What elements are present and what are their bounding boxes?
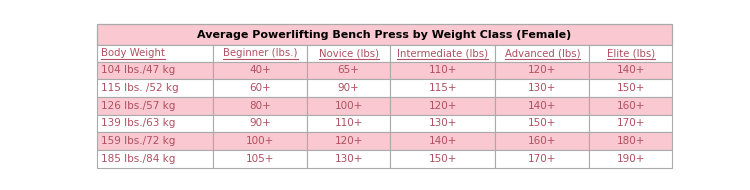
Text: 60+: 60+ — [250, 83, 272, 93]
Text: 130+: 130+ — [334, 154, 363, 164]
Text: 180+: 180+ — [616, 136, 645, 146]
Bar — [213, 97, 308, 115]
Bar — [590, 132, 672, 150]
Bar — [97, 150, 213, 168]
Text: 140+: 140+ — [428, 136, 457, 146]
Text: 40+: 40+ — [250, 65, 272, 75]
Text: 130+: 130+ — [428, 118, 457, 128]
Bar — [213, 132, 308, 150]
Bar — [213, 150, 308, 168]
Text: Advanced (lbs): Advanced (lbs) — [505, 48, 580, 58]
Bar — [97, 79, 213, 97]
Bar — [495, 45, 590, 62]
Text: 130+: 130+ — [528, 83, 556, 93]
Bar — [308, 79, 390, 97]
Text: 100+: 100+ — [334, 101, 363, 111]
Bar — [495, 62, 590, 79]
Text: 65+: 65+ — [338, 65, 359, 75]
Bar — [97, 45, 213, 62]
Text: Beginner (lbs.): Beginner (lbs.) — [223, 48, 298, 58]
Text: 150+: 150+ — [616, 83, 645, 93]
Bar — [590, 97, 672, 115]
Text: 110+: 110+ — [428, 65, 457, 75]
Bar — [213, 62, 308, 79]
Text: 170+: 170+ — [616, 118, 645, 128]
Text: 160+: 160+ — [528, 136, 556, 146]
Bar — [97, 24, 672, 45]
Text: 190+: 190+ — [616, 154, 645, 164]
Bar — [97, 97, 213, 115]
Bar — [308, 62, 390, 79]
Text: 126 lbs./57 kg: 126 lbs./57 kg — [101, 101, 176, 111]
Bar — [308, 45, 390, 62]
Text: 80+: 80+ — [250, 101, 272, 111]
Bar — [390, 45, 495, 62]
Bar — [97, 132, 213, 150]
Text: 140+: 140+ — [528, 101, 556, 111]
Bar — [590, 150, 672, 168]
Text: 120+: 120+ — [528, 65, 556, 75]
Text: 90+: 90+ — [250, 118, 272, 128]
Text: 150+: 150+ — [528, 118, 556, 128]
Bar — [213, 79, 308, 97]
Bar — [495, 97, 590, 115]
Text: 115+: 115+ — [428, 83, 457, 93]
Text: 140+: 140+ — [616, 65, 645, 75]
Bar — [495, 79, 590, 97]
Bar — [590, 115, 672, 132]
Text: 110+: 110+ — [334, 118, 363, 128]
Text: 115 lbs. /52 kg: 115 lbs. /52 kg — [101, 83, 179, 93]
Text: 159 lbs./72 kg: 159 lbs./72 kg — [101, 136, 176, 146]
Text: 185 lbs./84 kg: 185 lbs./84 kg — [101, 154, 176, 164]
Bar — [308, 150, 390, 168]
Bar — [495, 115, 590, 132]
Bar — [97, 62, 213, 79]
Text: 120+: 120+ — [428, 101, 457, 111]
Bar — [390, 62, 495, 79]
Bar — [590, 79, 672, 97]
Text: 90+: 90+ — [338, 83, 359, 93]
Text: 120+: 120+ — [334, 136, 363, 146]
Text: 100+: 100+ — [246, 136, 274, 146]
Bar — [213, 45, 308, 62]
Bar — [390, 132, 495, 150]
Bar — [97, 115, 213, 132]
Text: Intermediate (lbs): Intermediate (lbs) — [397, 48, 488, 58]
Text: Novice (lbs): Novice (lbs) — [319, 48, 379, 58]
Text: Body Weight: Body Weight — [101, 48, 165, 58]
Text: 104 lbs./47 kg: 104 lbs./47 kg — [101, 65, 176, 75]
Text: 170+: 170+ — [528, 154, 556, 164]
Bar — [390, 150, 495, 168]
Text: Elite (lbs): Elite (lbs) — [607, 48, 655, 58]
Bar — [390, 115, 495, 132]
Text: 139 lbs./63 kg: 139 lbs./63 kg — [101, 118, 176, 128]
Bar — [308, 132, 390, 150]
Text: 150+: 150+ — [428, 154, 457, 164]
Bar — [390, 79, 495, 97]
Text: 105+: 105+ — [246, 154, 274, 164]
Bar — [495, 132, 590, 150]
Bar — [590, 45, 672, 62]
Bar — [308, 115, 390, 132]
Bar — [495, 150, 590, 168]
Bar — [390, 97, 495, 115]
Bar — [590, 62, 672, 79]
Text: Average Powerlifting Bench Press by Weight Class (Female): Average Powerlifting Bench Press by Weig… — [197, 30, 572, 40]
Bar — [308, 97, 390, 115]
Bar — [213, 115, 308, 132]
Text: 160+: 160+ — [616, 101, 645, 111]
